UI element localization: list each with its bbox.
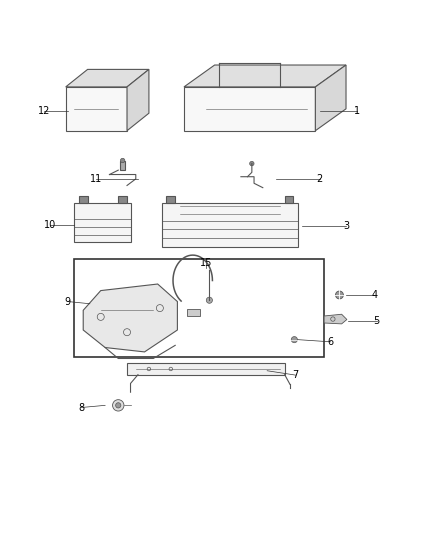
Bar bbox=[74, 203, 131, 243]
Polygon shape bbox=[83, 284, 177, 352]
Polygon shape bbox=[66, 69, 149, 87]
Text: 7: 7 bbox=[293, 370, 299, 380]
Polygon shape bbox=[184, 87, 315, 131]
Bar bbox=[118, 197, 127, 203]
Circle shape bbox=[120, 158, 125, 163]
Text: 15: 15 bbox=[200, 258, 212, 268]
Circle shape bbox=[113, 400, 124, 411]
Bar bbox=[285, 197, 293, 203]
Circle shape bbox=[116, 403, 121, 408]
Bar bbox=[127, 364, 285, 375]
Text: 3: 3 bbox=[343, 221, 349, 231]
Circle shape bbox=[291, 336, 297, 343]
Text: 6: 6 bbox=[328, 337, 334, 347]
Polygon shape bbox=[315, 65, 346, 131]
Text: 4: 4 bbox=[371, 290, 378, 300]
Text: 9: 9 bbox=[65, 296, 71, 306]
Bar bbox=[120, 161, 125, 170]
Circle shape bbox=[206, 297, 212, 303]
Polygon shape bbox=[127, 69, 149, 131]
Bar bbox=[166, 197, 175, 203]
Text: 12: 12 bbox=[38, 106, 50, 116]
Circle shape bbox=[336, 291, 343, 299]
Bar bbox=[79, 197, 88, 203]
Text: 10: 10 bbox=[44, 220, 57, 230]
Text: 8: 8 bbox=[78, 402, 84, 413]
Bar bbox=[162, 203, 298, 247]
Text: 1: 1 bbox=[354, 106, 360, 116]
Text: 11: 11 bbox=[90, 174, 102, 184]
Text: 2: 2 bbox=[317, 174, 323, 184]
Polygon shape bbox=[184, 65, 346, 87]
Circle shape bbox=[250, 161, 254, 166]
Bar bbox=[74, 259, 324, 357]
Polygon shape bbox=[324, 314, 347, 324]
Text: 5: 5 bbox=[374, 316, 380, 326]
Polygon shape bbox=[66, 87, 127, 131]
Bar bbox=[187, 310, 200, 317]
